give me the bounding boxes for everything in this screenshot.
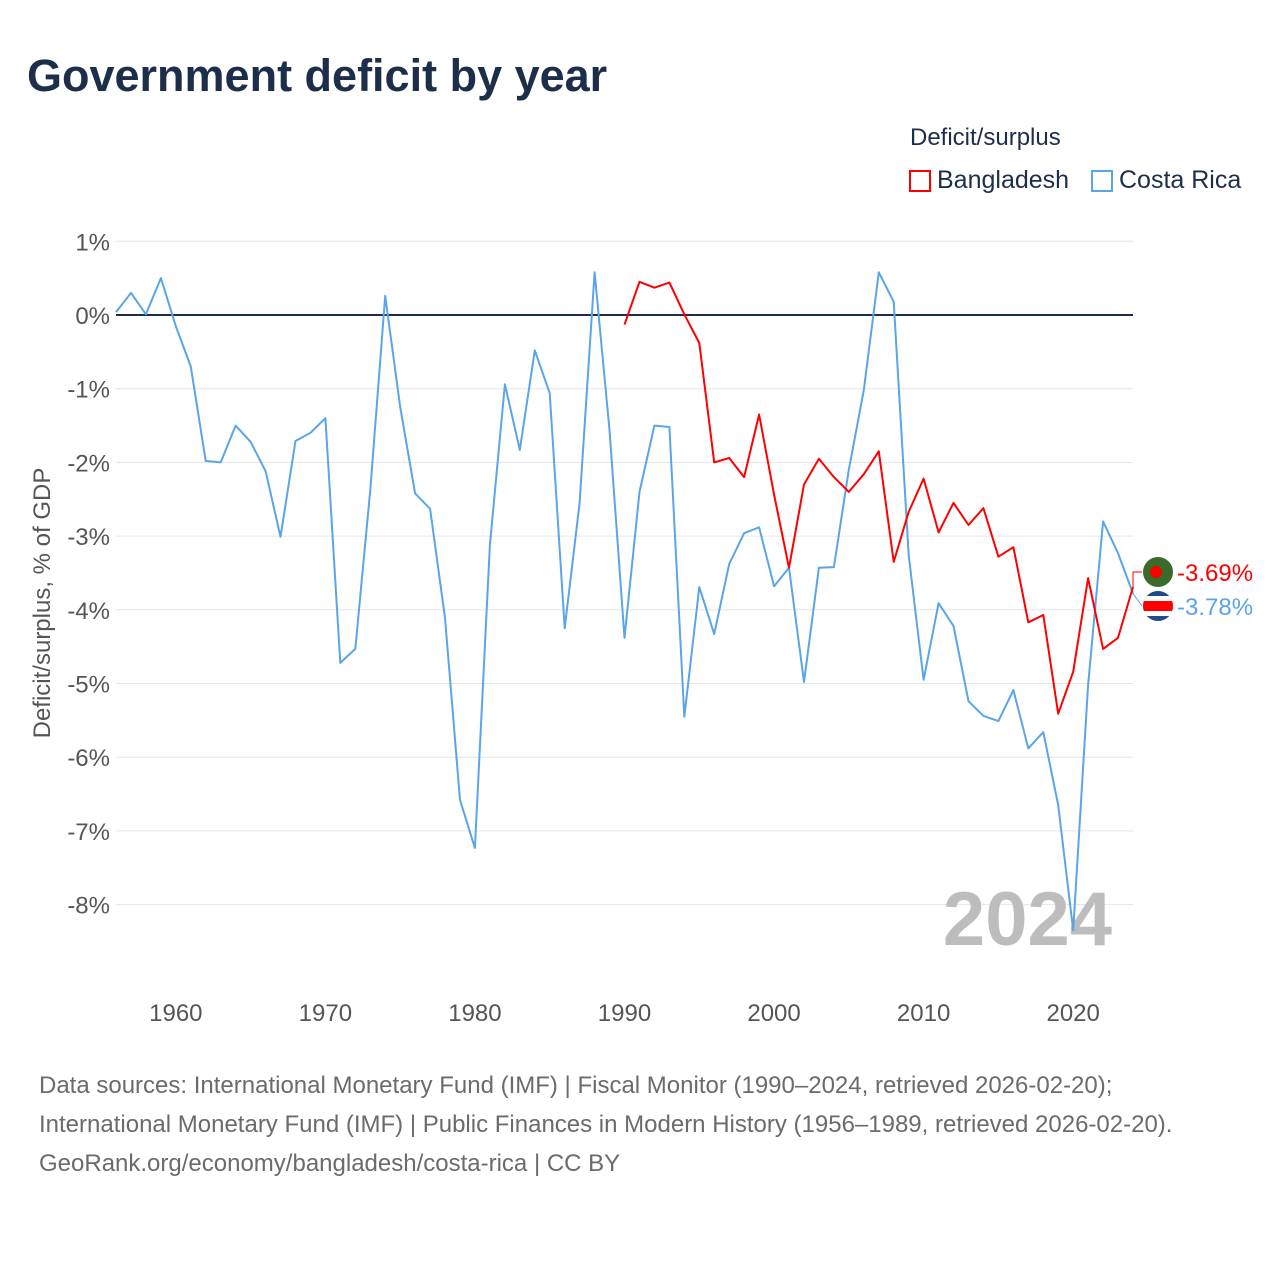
y-tick-label: 1%: [75, 229, 110, 256]
x-tick-label: 1970: [299, 1000, 352, 1027]
y-tick-label: -2%: [67, 450, 110, 477]
y-tick-label: -1%: [67, 377, 110, 404]
legend-item-costa-rica[interactable]: Costa Rica: [1091, 166, 1241, 195]
legend-label: Bangladesh: [937, 166, 1070, 194]
legend-item-bangladesh[interactable]: Bangladesh: [909, 166, 1069, 195]
y-tick-label: -6%: [67, 745, 110, 772]
year-watermark: 2024: [943, 877, 1112, 962]
y-tick-label: -7%: [67, 819, 110, 846]
series-line-bangladesh[interactable]: [623, 280, 1134, 715]
footer: Data sources: International Monetary Fun…: [39, 1066, 1239, 1183]
bangladesh-flag-icon: [1143, 557, 1173, 587]
y-tick-label: -5%: [67, 672, 110, 699]
costa-rica-flag-icon: [1143, 591, 1173, 621]
series-line-costa-rica[interactable]: [115, 271, 1134, 932]
end-label-bangladesh: -3.69%: [1177, 560, 1253, 587]
legend-title: Deficit/surplus: [910, 124, 1061, 151]
legend-label: Costa Rica: [1119, 166, 1242, 194]
y-tick-label: -8%: [67, 893, 110, 920]
y-tick-label: -3%: [67, 524, 110, 551]
x-tick-label: 2010: [897, 1000, 950, 1027]
line-chart: 1% 0% -1% -2% -3% -4% -5% -6% -7% -8% 1960 1970 1980…: [29, 229, 1253, 1027]
x-tick-label: 1960: [149, 1000, 202, 1027]
end-label-costa-rica: -3.78%: [1177, 594, 1253, 621]
y-tick-label: -4%: [67, 598, 110, 625]
x-tick-label: 1990: [598, 1000, 651, 1027]
x-tick-label: 2020: [1046, 1000, 1099, 1027]
data-sources: Data sources: International Monetary Fun…: [39, 1072, 1173, 1138]
x-tick-label: 2000: [747, 1000, 800, 1027]
y-tick-label: 0%: [75, 303, 110, 330]
x-tick-label: 1980: [448, 1000, 501, 1027]
legend-swatch-costa-rica: [1091, 169, 1113, 192]
chart-title: Government deficit by year: [27, 50, 608, 101]
y-axis-label: Deficit/surplus, % of GDP: [29, 468, 56, 739]
legend-swatch-bangladesh: [909, 169, 931, 192]
credit-link[interactable]: GeoRank.org/economy/bangladesh/costa-ric…: [39, 1150, 621, 1177]
